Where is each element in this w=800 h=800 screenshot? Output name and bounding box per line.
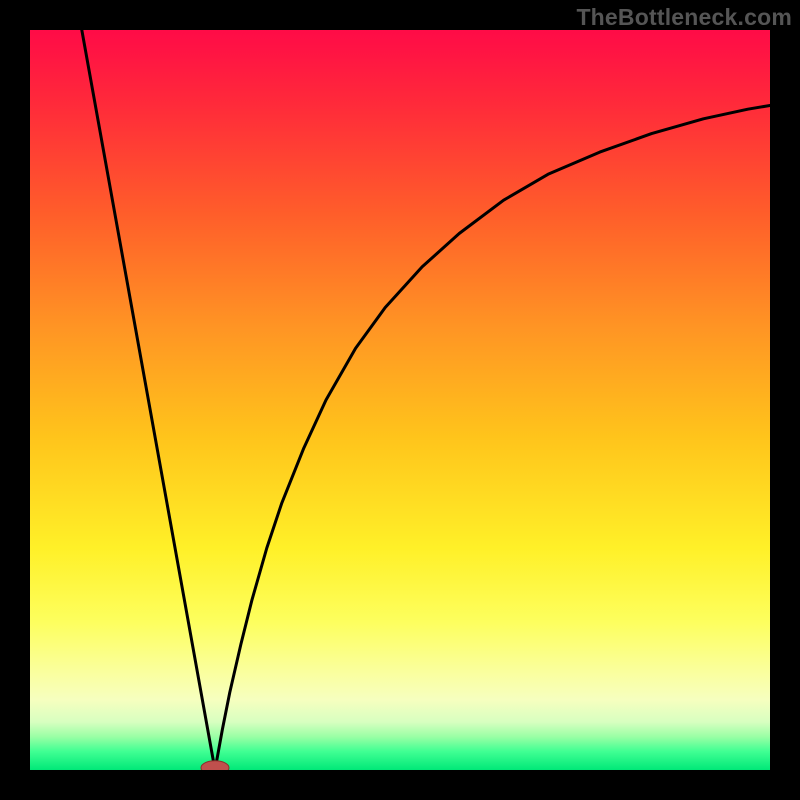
- plot-area: [30, 30, 770, 770]
- bottleneck-chart: [30, 30, 770, 770]
- chart-container: TheBottleneck.com: [0, 0, 800, 800]
- watermark-text: TheBottleneck.com: [576, 4, 792, 31]
- gradient-background: [30, 30, 770, 770]
